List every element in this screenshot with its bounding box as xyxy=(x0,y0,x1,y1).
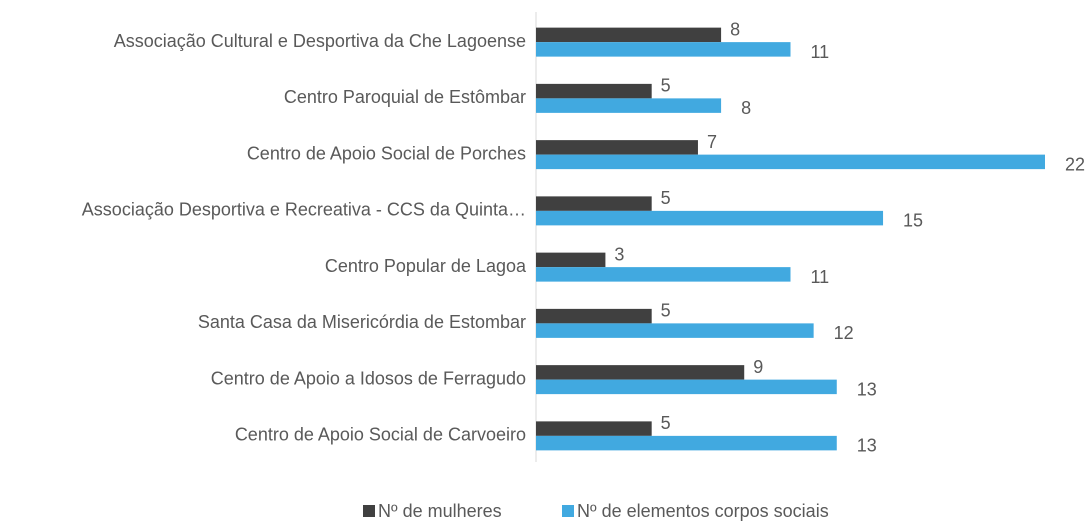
data-label: 11 xyxy=(811,267,830,287)
bar xyxy=(536,379,837,395)
data-label: 13 xyxy=(857,436,877,456)
bar xyxy=(536,267,791,282)
y-tick-label: Santa Casa da Misericórdia de Estombar xyxy=(198,312,526,332)
bar xyxy=(536,140,698,155)
data-label: 8 xyxy=(741,98,751,118)
bar xyxy=(536,365,745,380)
y-tick-label: Associação Desportiva e Recreativa - CCS… xyxy=(82,200,526,220)
data-label: 8 xyxy=(730,19,740,39)
y-tick-label: Centro de Apoio Social de Porches xyxy=(247,143,526,163)
data-label: 9 xyxy=(753,357,763,377)
legend-label: Nº de mulheres xyxy=(378,501,502,521)
data-label: 5 xyxy=(661,188,671,208)
bar xyxy=(536,210,884,226)
y-tick-label: Centro de Apoio a Idosos de Ferragudo xyxy=(211,368,526,388)
data-label: 7 xyxy=(707,132,717,152)
y-tick-label: Centro Popular de Lagoa xyxy=(325,256,527,276)
bar xyxy=(536,154,1045,170)
legend-swatch xyxy=(562,505,574,517)
bar xyxy=(536,27,722,43)
legend-swatch xyxy=(363,505,375,517)
y-tick-label: Centro Paroquial de Estômbar xyxy=(284,87,526,107)
bar xyxy=(536,196,652,211)
bar xyxy=(536,421,652,436)
data-label: 13 xyxy=(857,379,877,399)
bar xyxy=(536,435,837,451)
bar xyxy=(536,252,606,268)
data-label: 15 xyxy=(903,211,923,231)
data-label: 5 xyxy=(661,76,671,96)
bar xyxy=(536,98,722,113)
bar xyxy=(536,308,652,324)
data-label: 3 xyxy=(614,244,624,264)
data-label: 5 xyxy=(661,413,671,433)
data-label: 22 xyxy=(1065,154,1085,174)
bar xyxy=(536,323,814,338)
bar xyxy=(536,42,791,57)
data-label: 12 xyxy=(834,323,854,343)
y-tick-label: Centro de Apoio Social de Carvoeiro xyxy=(235,425,526,445)
y-tick-label: Associação Cultural e Desportiva da Che … xyxy=(114,31,526,51)
data-label: 11 xyxy=(811,42,830,62)
bar xyxy=(536,83,652,99)
data-label: 5 xyxy=(661,301,671,321)
legend-label: Nº de elementos corpos sociais xyxy=(577,501,829,521)
